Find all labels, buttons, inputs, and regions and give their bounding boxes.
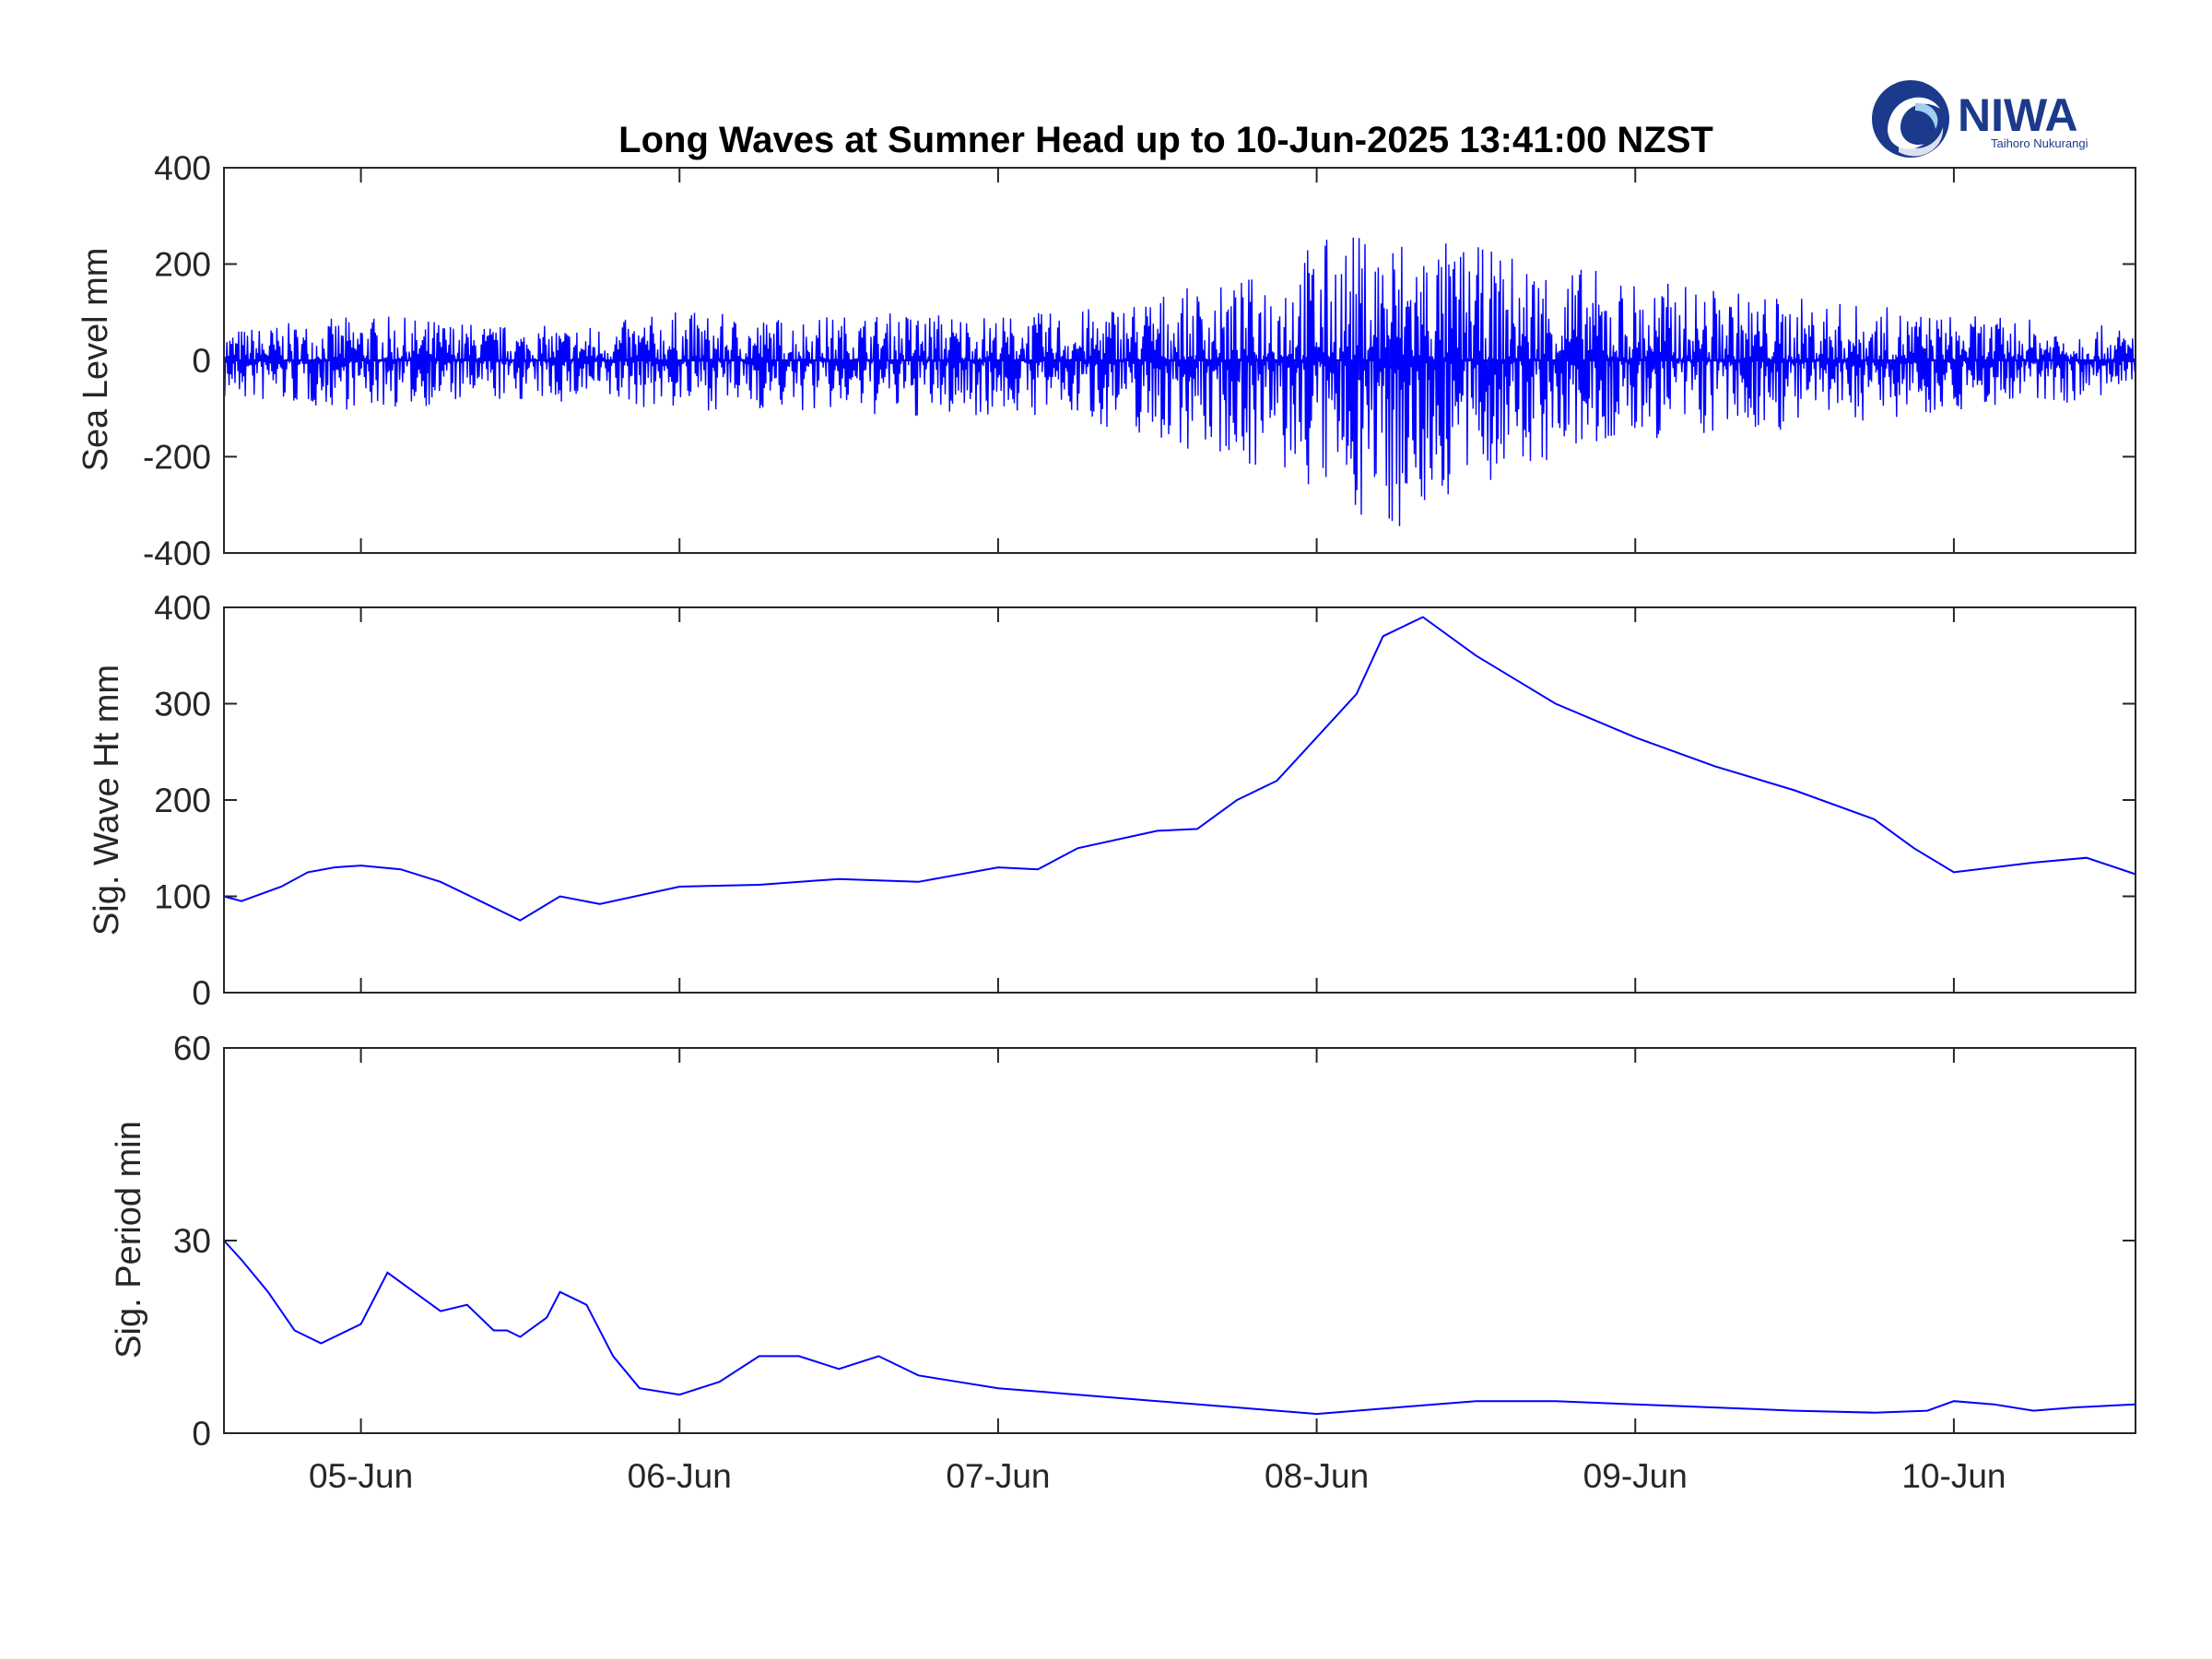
ytick-label: 400: [154, 149, 211, 187]
sig-wave-ht-line: [223, 616, 2136, 922]
ytick-label: 200: [154, 782, 211, 819]
ytick-label: 400: [154, 589, 211, 627]
xtick-label: 07-Jun: [946, 1457, 1050, 1495]
ytick-label: 0: [192, 974, 211, 1012]
axes-box-sig-wave-ht: [223, 606, 2136, 994]
x-tick-labels: 05-Jun 06-Jun 07-Jun 08-Jun 09-Jun 10-Jun: [309, 1457, 2006, 1495]
xtick-label: 05-Jun: [309, 1457, 413, 1495]
logo-tagline: Taihoro Nukurangi: [1991, 136, 2088, 150]
yticks-sig-wave-ht: 0 100 200 300 400: [154, 589, 2136, 1012]
xticks-sig-period: [359, 1048, 1955, 1433]
ytick-label: 300: [154, 686, 211, 724]
panel-sig-period: Sig. Period min 0 30 60: [110, 1030, 2136, 1453]
figure-title: Long Waves at Sumner Head up to 10-Jun-2…: [618, 120, 1713, 160]
xticks-sea-level: [359, 168, 1955, 553]
ytick-label: 30: [173, 1222, 211, 1260]
ytick-label: 60: [173, 1030, 211, 1067]
ytick-label: 200: [154, 246, 211, 284]
sig-period-line: [223, 1240, 2136, 1416]
ytick-label: 0: [192, 1415, 211, 1453]
niwa-logo: NIWA Taihoro Nukurangi: [1872, 80, 2088, 158]
xtick-label: 09-Jun: [1583, 1457, 1688, 1495]
xtick-label: 06-Jun: [628, 1457, 732, 1495]
axes-box-sea-level: [223, 167, 2136, 554]
logo-wordmark: NIWA: [1958, 89, 2078, 141]
niwa-swirl-icon: [1872, 80, 1949, 158]
series-sig-period: [223, 1240, 2136, 1416]
xtick-label: 08-Jun: [1265, 1457, 1369, 1495]
panel-sea-level: Sea Level mm -400 -200 0 200 400: [76, 149, 2136, 572]
axes-box-sig-period: [223, 1047, 2136, 1434]
panel-sig-wave-ht: Sig. Wave Ht mm 0 100 200 300 400: [88, 589, 2136, 1012]
sea-level-trace: [223, 237, 2136, 526]
ylabel-sig-period: Sig. Period min: [110, 1121, 148, 1359]
series-sig-wave-ht: [223, 616, 2136, 922]
xticks-sig-wave-ht: [359, 607, 1955, 993]
ytick-label: 0: [192, 342, 211, 380]
ylabel-sea-level: Sea Level mm: [76, 248, 115, 472]
ylabel-sig-wave-ht: Sig. Wave Ht mm: [88, 665, 126, 935]
ytick-label: -200: [143, 439, 211, 477]
xtick-label: 10-Jun: [1901, 1457, 2006, 1495]
ytick-label: -400: [143, 535, 211, 572]
series-sea-level: [223, 237, 2136, 526]
ytick-label: 100: [154, 878, 211, 916]
